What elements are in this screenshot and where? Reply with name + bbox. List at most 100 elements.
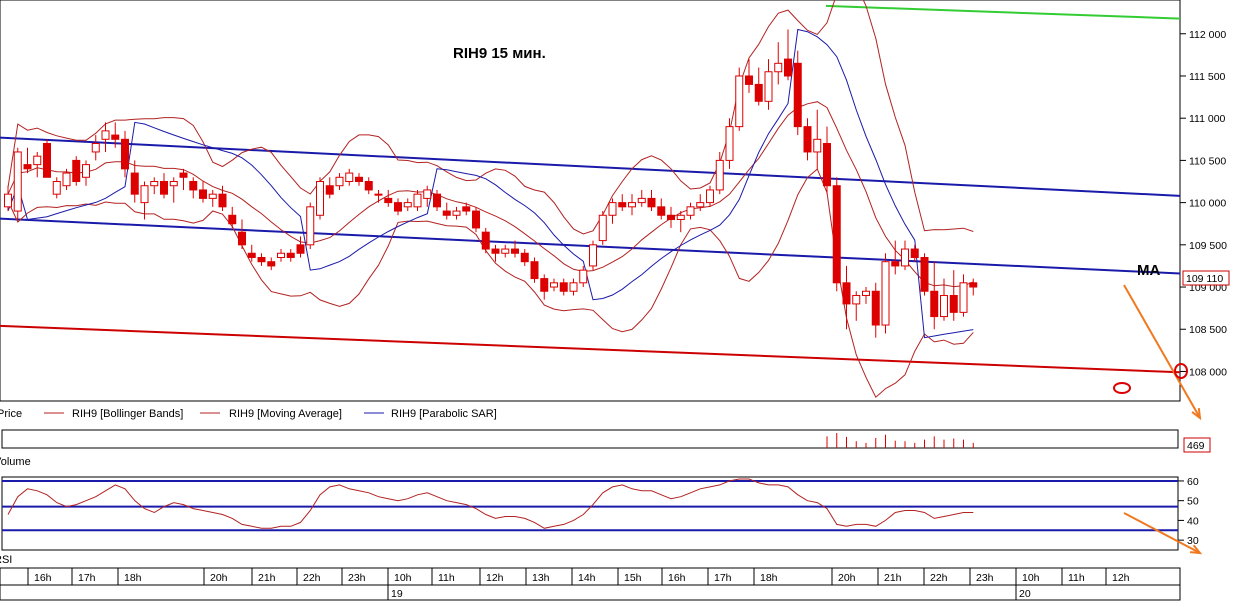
candle-body: [306, 206, 315, 246]
time-tick-label: 18h: [124, 572, 142, 584]
time-tick-label: 21h: [258, 572, 276, 584]
current-price-box: [1182, 270, 1230, 286]
forecast-arrow-line: [1123, 512, 1201, 554]
candle-body: [657, 206, 666, 216]
rsi-tick-label: 30: [1187, 535, 1199, 547]
candle-body: [394, 202, 402, 212]
candle-body: [637, 197, 646, 204]
candle-body: [316, 181, 324, 216]
candle-body: [715, 159, 724, 191]
candle-body: [335, 176, 344, 187]
candle-body: [452, 210, 461, 216]
candle-body: [696, 202, 705, 208]
time-tick-label: 14h: [578, 572, 596, 584]
candle-body: [881, 261, 890, 326]
candle-body: [550, 282, 558, 288]
candle-body: [82, 164, 90, 178]
candle-body: [793, 62, 802, 128]
candle-body: [423, 189, 432, 199]
candle-body: [150, 181, 159, 187]
candle-body: [920, 256, 929, 292]
candle-body: [72, 159, 81, 183]
candle-body: [589, 244, 597, 267]
candle-body: [559, 282, 568, 292]
price-tick-label: 110 000: [1189, 198, 1226, 210]
time-tick-label: 11h: [438, 572, 455, 584]
candle-body: [520, 252, 529, 263]
candle-body: [130, 172, 139, 195]
candle-body: [930, 290, 939, 318]
trend-line-red: [0, 324, 1181, 374]
candle-body: [23, 164, 32, 170]
target-ellipse: [1113, 382, 1131, 394]
candle-body: [940, 294, 948, 318]
time-tick-label: 10h: [394, 572, 412, 584]
candle-body: [384, 197, 393, 204]
candle-body: [413, 193, 422, 208]
volume-label: Volume: [0, 456, 31, 468]
candle-body: [511, 248, 519, 254]
candle-body: [169, 181, 178, 187]
candle-body: [598, 214, 607, 242]
candle-body: [208, 193, 217, 199]
legend-price: Price: [0, 408, 22, 420]
candle-body: [569, 282, 578, 292]
candle-body: [608, 202, 617, 216]
date-tick-label: 19: [391, 588, 403, 600]
candle-body: [745, 75, 753, 85]
candle-body: [774, 62, 783, 73]
trend-line-green: [825, 4, 1181, 20]
candle-body: [140, 185, 149, 204]
price-panel-frame: [0, 0, 1181, 402]
current-price-label: 109 110: [1186, 273, 1223, 285]
forecast-arrow-head: [1189, 544, 1203, 555]
candle-body: [862, 290, 870, 296]
candle-body: [969, 282, 978, 288]
candle-body: [891, 261, 900, 267]
candle-body: [842, 282, 851, 305]
candle-body: [579, 269, 588, 284]
price-tick-label: 108 000: [1189, 366, 1227, 378]
candle-body: [189, 181, 198, 191]
candle-body: [179, 172, 188, 178]
candle-body: [277, 252, 285, 258]
candle-body: [43, 143, 51, 178]
candle-body: [667, 214, 675, 220]
candle-body: [257, 256, 266, 263]
rsi-tick-label: 40: [1187, 515, 1199, 527]
candle-body: [286, 252, 295, 258]
candle-body: [403, 202, 412, 208]
candle-body: [676, 214, 685, 220]
candle-body: [101, 130, 110, 140]
candle-body: [325, 185, 334, 195]
legend-moving-average: RIH9 [Moving Average]: [229, 408, 342, 420]
candle-body: [754, 83, 763, 102]
candle-body: [832, 185, 841, 284]
price-tick-label: 109 500: [1189, 240, 1227, 252]
time-tick-label: 12h: [486, 572, 504, 584]
volume-value-box: [1183, 437, 1211, 453]
candle-body: [530, 261, 539, 280]
time-tick-label: 13h: [532, 572, 550, 584]
candle-body: [501, 248, 510, 254]
time-tick-label: 12h: [1112, 572, 1130, 584]
candle-body: [218, 193, 227, 208]
candle-body: [725, 126, 734, 161]
candle-body: [813, 138, 822, 153]
trend-line-upper-blue: [0, 136, 1181, 197]
candle-body: [267, 261, 276, 267]
time-tick-label: 16h: [34, 572, 52, 584]
candle-body: [764, 71, 773, 102]
time-tick-label: 17h: [714, 572, 732, 584]
candle-body: [374, 193, 383, 196]
ma-annotation: MA: [1137, 262, 1160, 279]
time-tick-label: 17h: [78, 572, 96, 584]
candle-body: [949, 294, 958, 313]
time-axis-frame: [0, 567, 1181, 601]
candle-body: [628, 202, 636, 208]
candle-body: [491, 248, 500, 254]
volume-panel-frame: [1, 429, 1179, 449]
candle-body: [433, 193, 441, 208]
candle-body: [355, 176, 363, 183]
